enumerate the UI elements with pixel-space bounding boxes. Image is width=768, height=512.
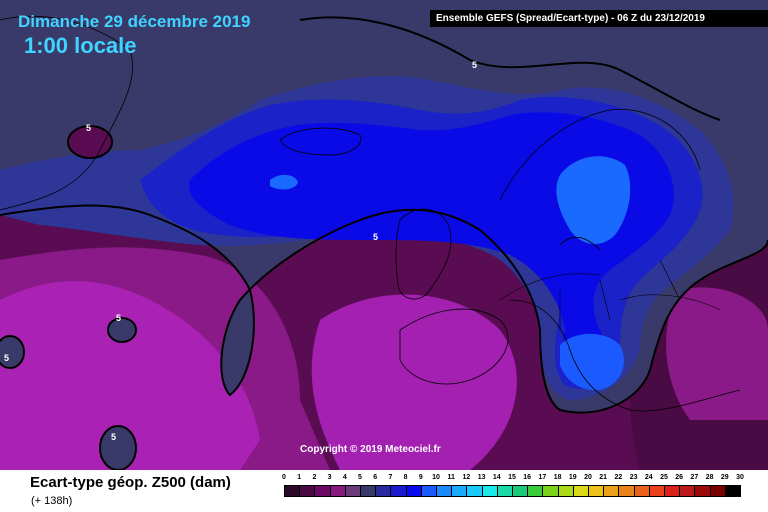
legend-tick-label: 1 bbox=[297, 474, 302, 481]
legend-color-swatch bbox=[481, 485, 498, 497]
legend-tick-label: 6 bbox=[373, 474, 378, 481]
legend-tick-label: 8 bbox=[403, 474, 408, 481]
contour-island-atlantic-2 bbox=[0, 335, 25, 369]
legend-tick-label: 18 bbox=[553, 474, 562, 481]
legend-tick-label: 25 bbox=[660, 474, 668, 481]
legend-color-swatch bbox=[679, 485, 696, 497]
date-title: Dimanche 29 décembre 2019 bbox=[18, 12, 251, 31]
legend-tick-label: 12 bbox=[462, 474, 471, 481]
contour-island-atlantic-1 bbox=[107, 317, 137, 343]
coastline-scandinavia bbox=[499, 108, 701, 251]
legend-tick-label: 27 bbox=[690, 474, 699, 481]
legend-color-swatch bbox=[344, 485, 361, 497]
magenta-area-mediterranean bbox=[311, 294, 517, 470]
contour-label: 5 bbox=[472, 60, 478, 70]
legend-tick-label: 5 bbox=[358, 474, 362, 481]
coastline-greenland bbox=[0, 15, 134, 211]
legend-tick-label: 30 bbox=[736, 474, 744, 481]
legend-color-swatch bbox=[360, 485, 377, 497]
contour-label: 5 bbox=[111, 432, 117, 442]
color-scale-legend: 0 1 2 3 4 5 6 7 8 9 10 11 12 13 14 15 16 17 18 19 20 21 22 23 24… bbox=[282, 474, 756, 508]
legend-tick-label: 17 bbox=[538, 474, 547, 481]
legend-tick-label: 29 bbox=[720, 474, 729, 481]
legend-color-swatch bbox=[466, 485, 483, 497]
legend-tick-label: 28 bbox=[705, 474, 714, 481]
legend-color-swatch bbox=[527, 485, 544, 497]
magenta-area-atlantic bbox=[0, 281, 260, 470]
lead-time: (+ 138h) bbox=[31, 495, 73, 507]
legend-tick-label: 20 bbox=[584, 474, 592, 481]
spread-area-8dam bbox=[189, 112, 674, 385]
legend-color-swatch bbox=[314, 485, 331, 497]
legend-color-swatch bbox=[633, 485, 650, 497]
copyright-text: Copyright © 2019 Meteociel.fr bbox=[300, 444, 441, 455]
forecast-map: Dimanche 29 décembre 2019 1:00 locale En… bbox=[0, 0, 768, 470]
legend-tick-label: 19 bbox=[568, 474, 577, 481]
legend-tick-label: 0 bbox=[282, 474, 286, 481]
contour-line-5dam bbox=[0, 204, 768, 414]
contour-line-5dam-north bbox=[299, 16, 721, 121]
legend-color-swatch bbox=[496, 485, 513, 497]
local-time-title: 1:00 locale bbox=[24, 33, 137, 58]
map-canvas bbox=[0, 0, 768, 470]
legend-tick-label: 14 bbox=[492, 474, 501, 481]
legend-color-swatch bbox=[512, 485, 529, 497]
contour-label: 5 bbox=[86, 123, 92, 133]
legend-tick-label: 24 bbox=[644, 474, 653, 481]
legend-tick-label: 21 bbox=[599, 474, 608, 481]
legend-tick-label: 10 bbox=[432, 474, 440, 481]
legend-tick-label: 3 bbox=[327, 474, 332, 481]
purple-area-black-sea bbox=[666, 287, 768, 420]
legend-color-swatch bbox=[284, 485, 301, 497]
legend-color-swatch bbox=[588, 485, 605, 497]
contour-island-greenland bbox=[67, 125, 113, 159]
legend-color-swatch bbox=[420, 485, 437, 497]
spread-core-mediterranean bbox=[560, 333, 624, 391]
spread-core-scandinavia bbox=[556, 156, 631, 245]
legend-tick-label: 22 bbox=[614, 474, 623, 481]
legend-tick-label: 15 bbox=[508, 474, 516, 481]
legend-color-swatch bbox=[603, 485, 620, 497]
coastline-iceland bbox=[279, 127, 362, 156]
contour-label: 5 bbox=[373, 232, 379, 242]
legend-color-swatch bbox=[329, 485, 346, 497]
legend-tick-label: 13 bbox=[477, 474, 486, 481]
coastline-mediterranean bbox=[509, 299, 741, 412]
legend-color-swatch bbox=[375, 485, 392, 497]
legend-color-swatch bbox=[572, 485, 589, 497]
legend-color-swatch bbox=[709, 485, 726, 497]
legend-color-swatch bbox=[618, 485, 635, 497]
legend-color-swatch bbox=[390, 485, 407, 497]
legend-color-swatch bbox=[542, 485, 559, 497]
legend-color-swatch bbox=[405, 485, 422, 497]
legend-color-swatch bbox=[436, 485, 453, 497]
legend-color-swatch bbox=[724, 485, 741, 497]
spread-core-north-atlantic bbox=[270, 174, 298, 190]
legend-color-swatch bbox=[451, 485, 468, 497]
legend-color-swatch bbox=[648, 485, 665, 497]
contour-island-atlantic-3 bbox=[99, 425, 137, 470]
legend-tick-label: 4 bbox=[342, 474, 347, 481]
coastline-british-isles bbox=[395, 208, 452, 300]
legend-color-swatch bbox=[299, 485, 316, 497]
legend-color-swatch bbox=[664, 485, 681, 497]
field-title: Ecart-type géop. Z500 (dam) bbox=[30, 474, 231, 491]
legend-tick-label: 23 bbox=[629, 474, 638, 481]
coastline-iberia bbox=[399, 308, 509, 385]
ensemble-header: Ensemble GEFS (Spread/Ecart-type) - 06 Z… bbox=[430, 10, 768, 27]
legend-color-swatch bbox=[694, 485, 711, 497]
contour-label: 5 bbox=[4, 353, 10, 363]
legend-tick-label: 2 bbox=[312, 474, 317, 481]
legend-tick-label: 9 bbox=[418, 474, 423, 481]
legend-tick-label: 26 bbox=[675, 474, 684, 481]
legend-color-swatch bbox=[557, 485, 574, 497]
country-borders bbox=[499, 259, 721, 330]
legend-tick-label: 7 bbox=[388, 474, 393, 481]
contour-label: 5 bbox=[116, 313, 122, 323]
legend-tick-label: 16 bbox=[523, 474, 532, 481]
legend-tick-label: 11 bbox=[447, 474, 455, 481]
